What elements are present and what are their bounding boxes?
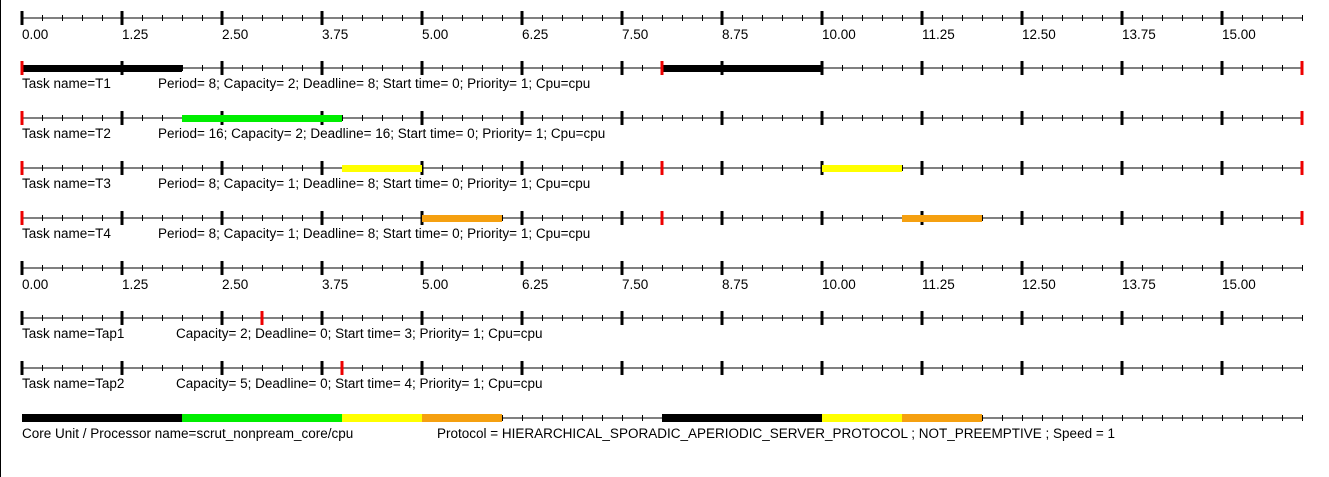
middle-time-scale-tick-label: 13.75 [1122, 277, 1156, 292]
task-row-t3: Task name=T3 Period= 8; Capacity= 1; Dead… [20, 161, 1304, 191]
processor-exec-bar [22, 414, 182, 422]
middle-time-scale-tick-label: 5.00 [422, 277, 448, 292]
middle-time-scale-tick-label: 2.50 [222, 277, 248, 292]
t4-params-label: Period= 8; Capacity= 1; Deadline= 8; Sta… [158, 226, 590, 241]
task-row-t1: Task name=T1 Period= 8; Capacity= 2; Dead… [20, 61, 1304, 91]
processor-name-label: Core Unit / Processor name=scrut_nonprea… [22, 426, 353, 441]
middle-time-scale-tick-label: 15.00 [1222, 277, 1256, 292]
task-row-t2: Task name=T2 Period= 16; Capacity= 2; Dea… [20, 111, 1304, 141]
t2-exec-bar [182, 115, 342, 122]
middle-time-scale-tick-label: 10.00 [822, 277, 856, 292]
tap2-params-label: Capacity= 5; Deadline= 0; Start time= 4;… [176, 376, 543, 391]
processor-exec-bar [182, 414, 342, 422]
top-time-scale-tick-label: 5.00 [422, 27, 448, 42]
top-time-scale-tick-label: 6.25 [522, 27, 548, 42]
processor-protocol-label: Protocol = HIERARCHICAL_SPORADIC_APERIOD… [437, 426, 1115, 441]
t3-params-label: Period= 8; Capacity= 1; Deadline= 8; Sta… [158, 176, 590, 191]
top-time-scale-tick-label: 15.00 [1222, 27, 1256, 42]
top-time-scale-tick-label: 2.50 [222, 27, 248, 42]
tap2-name-label: Task name=Tap2 [22, 376, 124, 391]
top-time-scale-tick-label: 8.75 [722, 27, 748, 42]
middle-time-scale-tick-label: 1.25 [122, 277, 148, 292]
t1-exec-bar [662, 65, 822, 72]
task-row-tap1: Task name=Tap1 Capacity= 2; Deadline= 0; … [20, 311, 1303, 341]
middle-time-scale-tick-label: 8.75 [722, 277, 748, 292]
top-time-scale-tick-label: 13.75 [1122, 27, 1156, 42]
t3-name-label: Task name=T3 [22, 176, 111, 191]
t1-exec-bar [22, 65, 182, 72]
top-time-scale-tick-label: 7.50 [622, 27, 648, 42]
top-time-scale-tick-label: 10.00 [822, 27, 856, 42]
t3-exec-bar [822, 165, 902, 172]
middle-time-scale-tick-label: 7.50 [622, 277, 648, 292]
top-time-scale-tick-label: 11.25 [922, 27, 955, 42]
t1-name-label: Task name=T1 [22, 76, 111, 91]
middle-time-scale-tick-label: 12.50 [1022, 277, 1056, 292]
t2-params-label: Period= 16; Capacity= 2; Deadline= 16; S… [158, 126, 605, 141]
top-time-scale-tick-label: 0.00 [22, 27, 48, 42]
processor-exec-bar [902, 414, 982, 422]
top-time-scale-tick-label: 1.25 [122, 27, 148, 42]
processor-exec-bar [822, 414, 902, 422]
tap1-name-label: Task name=Tap1 [22, 326, 124, 341]
middle-time-scale-tick-label: 6.25 [522, 277, 548, 292]
t2-name-label: Task name=T2 [22, 126, 111, 141]
middle-time-scale-tick-label: 11.25 [922, 277, 955, 292]
t3-exec-bar [342, 165, 422, 172]
top-time-scale-tick-label: 12.50 [1022, 27, 1056, 42]
top-time-scale-tick-label: 3.75 [322, 27, 348, 42]
middle-time-scale-tick-label: 0.00 [22, 277, 48, 292]
t1-params-label: Period= 8; Capacity= 2; Deadline= 8; Sta… [158, 76, 590, 91]
t4-exec-bar [422, 215, 502, 222]
tap1-params-label: Capacity= 2; Deadline= 0; Start time= 3;… [176, 326, 543, 341]
t4-name-label: Task name=T4 [22, 226, 111, 241]
t4-exec-bar [902, 215, 982, 222]
task-row-tap2: Task name=Tap2 Capacity= 5; Deadline= 0; … [20, 361, 1303, 391]
task-row-t4: Task name=T4 Period= 8; Capacity= 1; Dead… [20, 211, 1304, 241]
middle-time-scale-tick-label: 3.75 [322, 277, 348, 292]
processor-exec-bar [342, 414, 422, 422]
processor-exec-bar [662, 414, 822, 422]
processor-exec-bar [422, 414, 502, 422]
